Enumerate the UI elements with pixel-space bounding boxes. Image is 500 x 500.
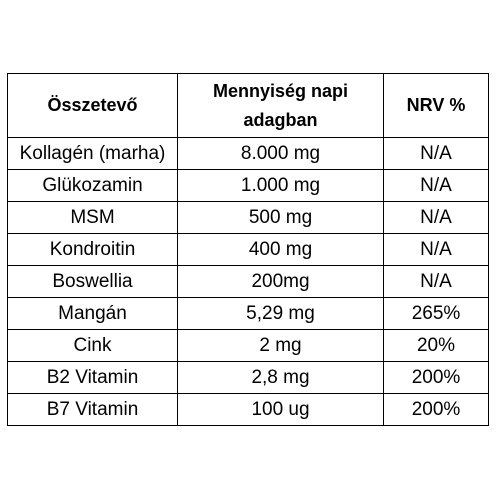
nrv-cell: N/A: [383, 233, 489, 266]
amount-cell: 8.000 mg: [177, 137, 384, 170]
amount-cell: 1.000 mg: [177, 169, 384, 202]
nrv-cell: 20%: [383, 329, 489, 362]
ingredient-cell: Glükozamin: [7, 169, 178, 202]
amount-cell: 500 mg: [177, 201, 384, 234]
table-row: Kondroitin 400 mg N/A: [7, 233, 489, 266]
amount-cell: 400 mg: [177, 233, 384, 266]
ingredient-cell: Mangán: [7, 297, 178, 330]
header-amount: Mennyiség napi adagban: [177, 73, 384, 138]
amount-cell: 200mg: [177, 265, 384, 298]
ingredient-cell: Cink: [7, 329, 178, 362]
header-ingredient: Összetevő: [7, 73, 178, 138]
amount-cell: 5,29 mg: [177, 297, 384, 330]
table-row: Glükozamin 1.000 mg N/A: [7, 169, 489, 202]
nutrition-table: Összetevő Mennyiség napi adagban NRV % K…: [7, 73, 489, 426]
ingredient-cell: MSM: [7, 201, 178, 234]
nrv-cell: 200%: [383, 361, 489, 394]
table-row: B7 Vitamin 100 ug 200%: [7, 393, 489, 426]
amount-cell: 2,8 mg: [177, 361, 384, 394]
nrv-cell: N/A: [383, 265, 489, 298]
ingredient-cell: Kondroitin: [7, 233, 178, 266]
header-amount-line2: adagban: [243, 109, 318, 130]
table-row: B2 Vitamin 2,8 mg 200%: [7, 361, 489, 394]
nrv-cell: N/A: [383, 137, 489, 170]
table-row: Kollagén (marha) 8.000 mg N/A: [7, 137, 489, 170]
nrv-cell: 200%: [383, 393, 489, 426]
table-row: Boswellia 200mg N/A: [7, 265, 489, 298]
table-header-row: Összetevő Mennyiség napi adagban NRV %: [7, 73, 489, 138]
ingredient-cell: B2 Vitamin: [7, 361, 178, 394]
ingredient-cell: Kollagén (marha): [7, 137, 178, 170]
table-row: MSM 500 mg N/A: [7, 201, 489, 234]
nrv-cell: N/A: [383, 201, 489, 234]
nrv-cell: 265%: [383, 297, 489, 330]
nrv-cell: N/A: [383, 169, 489, 202]
header-nrv: NRV %: [383, 73, 489, 138]
table-row: Cink 2 mg 20%: [7, 329, 489, 362]
ingredient-cell: B7 Vitamin: [7, 393, 178, 426]
table-row: Mangán 5,29 mg 265%: [7, 297, 489, 330]
amount-cell: 100 ug: [177, 393, 384, 426]
header-amount-line1: Mennyiség napi: [212, 80, 349, 101]
amount-cell: 2 mg: [177, 329, 384, 362]
ingredient-cell: Boswellia: [7, 265, 178, 298]
